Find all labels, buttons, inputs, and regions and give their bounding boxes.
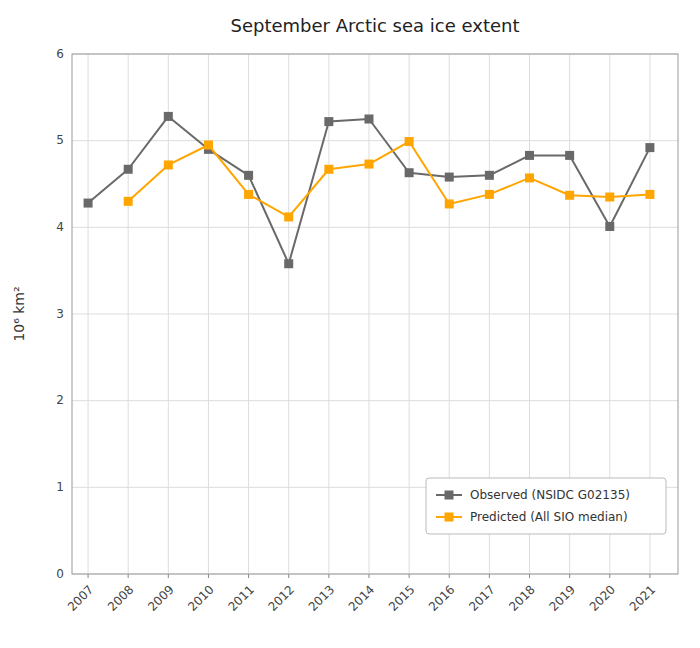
axes: 0 1 2 3 4 5 6 2007 2008 2009 2010 2011 2012 2013 2014 2… <box>56 47 678 614</box>
x-tick <box>168 574 169 578</box>
chart-title: September Arctic sea ice extent <box>230 15 519 36</box>
series-marker <box>605 222 614 231</box>
series-marker <box>244 190 253 199</box>
series-marker <box>284 212 293 221</box>
x-grid-line <box>248 54 249 574</box>
series-line <box>88 116 650 263</box>
series-marker <box>645 190 654 199</box>
legend: Observed (NSIDC G02135) Predicted (All SI… <box>426 478 666 534</box>
x-tick-label: 2013 <box>306 582 337 613</box>
x-tick <box>609 574 610 578</box>
series-marker <box>485 171 494 180</box>
x-tick-label: 2010 <box>185 582 216 613</box>
chart-svg: 0 1 2 3 4 5 6 2007 2008 2009 2010 2011 2012 2013 2014 2… <box>0 0 700 648</box>
x-tick-label: 2020 <box>587 582 618 613</box>
series-marker <box>525 151 534 160</box>
series-marker <box>405 137 414 146</box>
x-tick-label: 2007 <box>65 582 96 613</box>
x-tick <box>368 574 369 578</box>
x-tick-label: 2019 <box>546 582 577 613</box>
series-marker <box>124 197 133 206</box>
series-marker <box>525 173 534 182</box>
data-group <box>84 112 655 268</box>
series-marker <box>84 199 93 208</box>
y-tick-label: 0 <box>56 567 64 581</box>
background <box>0 0 700 648</box>
chart-container: 0 1 2 3 4 5 6 2007 2008 2009 2010 2011 2012 2013 2014 2… <box>0 0 700 648</box>
x-tick-label: 2012 <box>266 582 297 613</box>
x-tick <box>569 574 570 578</box>
series-marker <box>565 151 574 160</box>
x-grid-line <box>409 54 410 574</box>
x-grid-line <box>208 54 209 574</box>
series-marker <box>405 168 414 177</box>
x-tick <box>288 574 289 578</box>
series-marker <box>284 259 293 268</box>
x-tick <box>208 574 209 578</box>
series-marker <box>565 191 574 200</box>
x-tick <box>449 574 450 578</box>
x-tick <box>88 574 89 578</box>
x-tick <box>248 574 249 578</box>
x-grid-line <box>168 54 169 574</box>
y-grid-line <box>72 314 678 315</box>
y-tick-label: 2 <box>56 393 64 407</box>
legend-box <box>426 478 666 534</box>
series-marker <box>204 141 213 150</box>
y-tick-label: 3 <box>56 307 64 321</box>
x-tick <box>489 574 490 578</box>
legend-label: Predicted (All SIO median) <box>470 510 628 524</box>
series-marker <box>364 115 373 124</box>
x-tick-label: 2017 <box>466 582 497 613</box>
y-grid-line <box>72 140 678 141</box>
x-grid-line <box>128 54 129 574</box>
series-marker <box>324 165 333 174</box>
x-tick-label: 2014 <box>346 582 377 613</box>
x-tick <box>328 574 329 578</box>
x-tick-label: 2009 <box>145 582 176 613</box>
x-tick-label: 2018 <box>506 582 537 613</box>
series-marker <box>324 117 333 126</box>
x-tick <box>529 574 530 578</box>
series-marker <box>124 165 133 174</box>
x-tick <box>409 574 410 578</box>
series-marker <box>364 160 373 169</box>
grid <box>72 54 678 574</box>
series-marker <box>164 112 173 121</box>
y-axis-label: 10⁶ km² <box>11 286 27 341</box>
y-tick-label: 5 <box>56 133 64 147</box>
x-tick-label: 2021 <box>627 582 658 613</box>
legend-swatch-marker <box>445 513 454 522</box>
x-tick <box>649 574 650 578</box>
x-tick-label: 2011 <box>225 582 256 613</box>
series-line <box>128 142 650 217</box>
series-marker <box>645 143 654 152</box>
x-grid-line <box>288 54 289 574</box>
y-grid-line <box>72 227 678 228</box>
legend-label: Observed (NSIDC G02135) <box>470 488 630 502</box>
legend-swatch-marker <box>445 491 454 500</box>
x-tick-label: 2008 <box>105 582 136 613</box>
series-marker <box>244 171 253 180</box>
x-grid-line <box>328 54 329 574</box>
x-grid-line <box>368 54 369 574</box>
series-marker <box>485 190 494 199</box>
series-marker <box>445 199 454 208</box>
plot-frame <box>72 54 678 574</box>
series-marker <box>164 160 173 169</box>
x-tick <box>128 574 129 578</box>
x-tick-label: 2015 <box>386 582 417 613</box>
x-tick-label: 2016 <box>426 582 457 613</box>
y-tick-label: 4 <box>56 220 64 234</box>
y-tick-label: 1 <box>56 480 64 494</box>
series-marker <box>445 173 454 182</box>
x-grid-line <box>88 54 89 574</box>
y-grid-line <box>72 400 678 401</box>
y-tick-label: 6 <box>56 47 64 61</box>
series-marker <box>605 193 614 202</box>
